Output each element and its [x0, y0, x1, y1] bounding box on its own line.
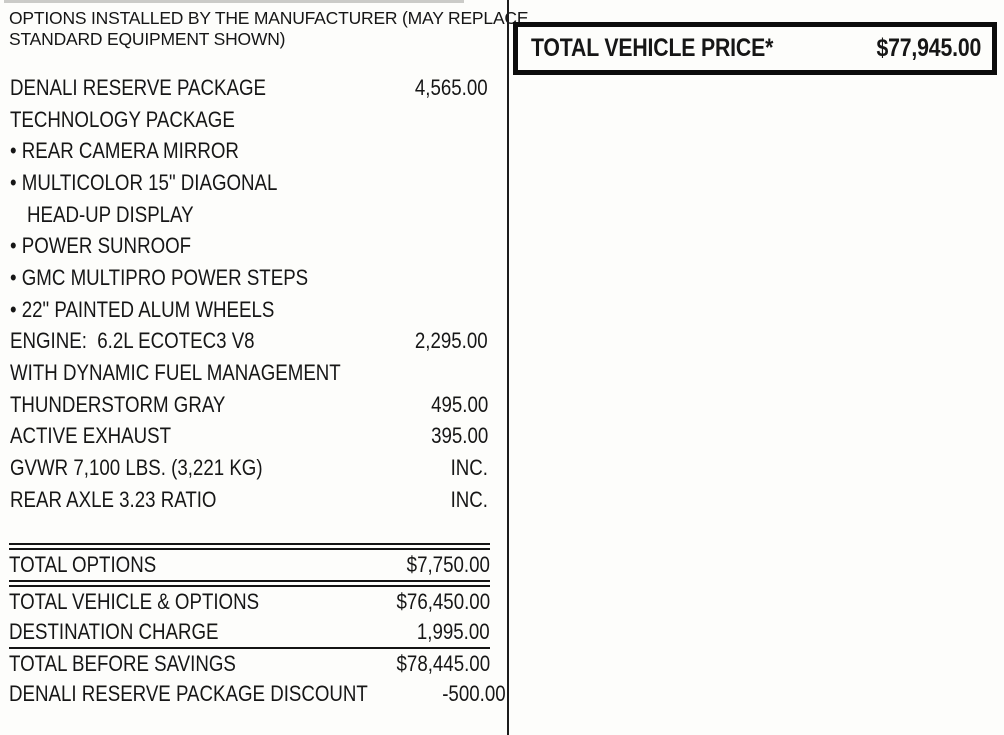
- option-label: • POWER SUNROOF: [10, 233, 192, 259]
- option-row: ENGINE: 6.2L ECOTEC3 V8 2,295.00: [10, 326, 488, 358]
- option-row: ACTIVE EXHAUST 395.00: [10, 421, 488, 453]
- option-price: INC.: [450, 486, 488, 512]
- option-label: ACTIVE EXHAUST: [10, 423, 172, 449]
- totals-label: TOTAL VEHICLE & OPTIONS: [9, 589, 260, 614]
- totals-label: TOTAL BEFORE SAVINGS: [9, 651, 236, 676]
- option-label: THUNDERSTORM GRAY: [10, 391, 226, 417]
- totals-value: $78,445.00: [396, 651, 490, 676]
- totals-value: 1,995.00: [417, 619, 490, 644]
- totals-value: -500.00: [442, 681, 506, 706]
- options-list: DENALI RESERVE PACKAGE 4,565.00 TECHNOLO…: [10, 72, 488, 516]
- options-heading: OPTIONS INSTALLED BY THE MANUFACTURER (M…: [9, 8, 529, 50]
- option-row: • 22" PAINTED ALUM WHEELS: [10, 294, 488, 326]
- totals-section: TOTAL OPTIONS $7,750.00 TOTAL VEHICLE & …: [9, 543, 506, 709]
- totals-value: $7,750.00: [406, 552, 490, 577]
- option-label: • MULTICOLOR 15" DIAGONAL: [10, 169, 278, 195]
- total-vehicle-price-label: TOTAL VEHICLE PRICE*: [531, 34, 774, 62]
- totals-row: TOTAL BEFORE SAVINGS $78,445.00: [9, 649, 490, 679]
- totals-label: DENALI RESERVE PACKAGE DISCOUNT: [9, 681, 368, 706]
- option-row: HEAD-UP DISPLAY: [10, 199, 488, 231]
- options-heading-line2: STANDARD EQUIPMENT SHOWN): [9, 29, 286, 49]
- option-row: • MULTICOLOR 15" DIAGONAL: [10, 167, 488, 199]
- option-label: REAR AXLE 3.23 RATIO: [10, 486, 217, 512]
- totals-row: TOTAL OPTIONS $7,750.00: [9, 550, 490, 580]
- option-label: GVWR 7,100 LBS. (3,221 KG): [10, 455, 263, 481]
- total-vehicle-price-box: TOTAL VEHICLE PRICE* $77,945.00: [513, 22, 997, 75]
- totals-label: DESTINATION CHARGE: [9, 619, 219, 644]
- column-divider: [507, 0, 509, 735]
- totals-value: $76,450.00: [396, 589, 490, 614]
- option-price: 2,295.00: [415, 328, 488, 354]
- totals-label: TOTAL OPTIONS: [9, 552, 157, 577]
- option-row: DENALI RESERVE PACKAGE 4,565.00: [10, 72, 488, 104]
- option-row: • POWER SUNROOF: [10, 230, 488, 262]
- option-label: DENALI RESERVE PACKAGE: [10, 74, 267, 100]
- option-label: WITH DYNAMIC FUEL MANAGEMENT: [10, 360, 341, 386]
- option-label: • REAR CAMERA MIRROR: [10, 138, 239, 164]
- option-label: ENGINE: 6.2L ECOTEC3 V8: [10, 328, 255, 354]
- option-price: 4,565.00: [415, 74, 488, 100]
- option-row: THUNDERSTORM GRAY 495.00: [10, 389, 488, 421]
- total-vehicle-price-value: $77,945.00: [876, 34, 981, 62]
- option-price: 495.00: [430, 391, 488, 417]
- option-price: INC.: [450, 455, 488, 481]
- double-rule: [9, 580, 490, 587]
- option-price: 395.00: [430, 423, 488, 449]
- options-heading-line1: OPTIONS INSTALLED BY THE MANUFACTURER (M…: [9, 8, 529, 28]
- option-label: • 22" PAINTED ALUM WHEELS: [10, 296, 275, 322]
- totals-row: DESTINATION CHARGE 1,995.00: [9, 617, 490, 647]
- totals-row: DENALI RESERVE PACKAGE DISCOUNT -500.00: [9, 679, 506, 709]
- option-row: GVWR 7,100 LBS. (3,221 KG) INC.: [10, 452, 488, 484]
- option-label: HEAD-UP DISPLAY: [27, 201, 194, 227]
- totals-row: TOTAL VEHICLE & OPTIONS $76,450.00: [9, 587, 490, 617]
- option-row: TECHNOLOGY PACKAGE: [10, 104, 488, 136]
- single-rule: [9, 647, 490, 649]
- option-label: TECHNOLOGY PACKAGE: [10, 106, 235, 132]
- option-row: • REAR CAMERA MIRROR: [10, 135, 488, 167]
- option-label: • GMC MULTIPRO POWER STEPS: [10, 264, 309, 290]
- top-edge-artifact: [4, 0, 464, 3]
- option-row: REAR AXLE 3.23 RATIO INC.: [10, 484, 488, 516]
- option-row: WITH DYNAMIC FUEL MANAGEMENT: [10, 357, 488, 389]
- option-row: • GMC MULTIPRO POWER STEPS: [10, 262, 488, 294]
- double-rule: [9, 543, 490, 550]
